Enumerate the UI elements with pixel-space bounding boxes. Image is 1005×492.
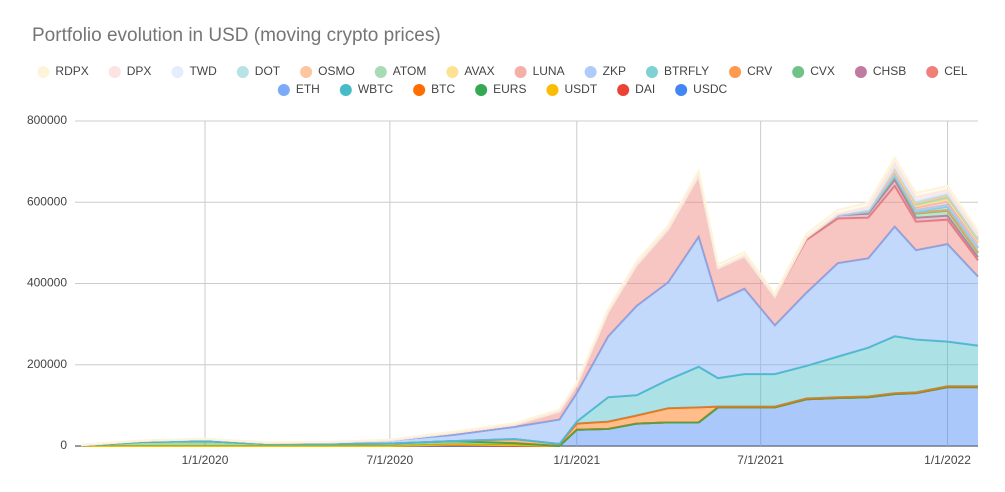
series-line [81, 156, 979, 446]
legend-swatch [675, 84, 688, 96]
legend-swatch [300, 66, 313, 78]
legend-label: BTRFLY [664, 64, 709, 78]
legend-item: ETH [277, 82, 320, 96]
legend-swatch [277, 84, 290, 96]
legend-item: DAI [617, 82, 655, 96]
legend-item: AVAX [446, 64, 495, 78]
legend-swatch [475, 84, 488, 96]
legend-label: TWD [189, 64, 217, 78]
legend-item: EURS [475, 82, 526, 96]
legend-swatch [236, 66, 249, 78]
legend-item: DPX [108, 64, 152, 78]
legend-item: OSMO [300, 64, 355, 78]
y-tick-label: 800000 [27, 113, 67, 127]
y-tick-label: 600000 [27, 194, 67, 208]
legend-label: ZKP [603, 64, 626, 78]
legend-label: USDC [693, 82, 727, 96]
legend-item: BTRFLY [645, 64, 709, 78]
legend-item: CVX [792, 64, 835, 78]
legend-swatch [339, 84, 352, 96]
legend-label: EURS [493, 82, 526, 96]
legend-label: LUNA [533, 64, 565, 78]
legend-label: RDPX [55, 64, 88, 78]
legend-label: CEL [944, 64, 968, 78]
legend-item: USDC [675, 82, 728, 96]
legend-label: DPX [127, 64, 152, 78]
legend-label: WBTC [358, 82, 394, 96]
area-fill [81, 387, 979, 446]
legend-swatch [854, 66, 867, 78]
legend-swatch [413, 84, 426, 96]
legend-item: LUNA [514, 64, 565, 78]
legend-item: CRV [729, 64, 772, 78]
legend-label: ATOM [393, 64, 427, 78]
area-fill [81, 175, 979, 446]
legend-swatch [926, 66, 939, 78]
y-tick-label: 400000 [27, 276, 67, 290]
legend-label: AVAX [464, 64, 494, 78]
legend-item: TWD [171, 64, 217, 78]
legend-label: USDT [564, 82, 597, 96]
legend-swatch [514, 66, 527, 78]
legend-swatch [171, 66, 184, 78]
legend-item: WBTC [339, 82, 394, 96]
legend-label: ETH [296, 82, 320, 96]
legend-label: CRV [747, 64, 772, 78]
legend-item: ZKP [584, 64, 626, 78]
legend-label: DAI [635, 82, 655, 96]
y-tick-label: 200000 [27, 357, 67, 371]
legend-swatch [617, 84, 630, 96]
legend-item: CHSB [854, 64, 906, 78]
area-fill [81, 226, 979, 446]
x-tick-label: 1/1/2020 [182, 453, 229, 467]
plot-area [81, 156, 979, 448]
series-line [81, 335, 979, 447]
legend-label: OSMO [318, 64, 355, 78]
legend-swatch [108, 66, 121, 78]
legend-swatch [792, 66, 805, 78]
legend-swatch [546, 84, 559, 96]
legend-swatch [374, 66, 387, 78]
legend-item: USDT [546, 82, 598, 96]
x-tick-label: 1/1/2021 [553, 453, 600, 467]
legend-label: DOT [255, 64, 281, 78]
legend-label: CVX [810, 64, 835, 78]
legend-item: RDPX [37, 64, 89, 78]
x-tick-label: 7/1/2020 [367, 453, 414, 467]
chart-title: Portfolio evolution in USD (moving crypt… [32, 25, 441, 46]
legend-swatch [584, 66, 597, 78]
legend-swatch [645, 66, 658, 78]
legend-item: DOT [236, 64, 281, 78]
legend-item: ATOM [374, 64, 427, 78]
legend-label: CHSB [873, 64, 906, 78]
y-tick-label: 0 [60, 438, 67, 452]
legend-item: CEL [926, 64, 968, 78]
x-tick-label: 7/1/2021 [737, 453, 784, 467]
legend-swatch [729, 66, 742, 78]
legend-label: BTC [431, 82, 455, 96]
area-fill [81, 336, 979, 446]
x-tick-label: 1/1/2022 [924, 453, 971, 467]
legend-item: BTC [413, 82, 455, 96]
legend-swatch [37, 66, 50, 78]
legend-swatch [446, 66, 459, 78]
